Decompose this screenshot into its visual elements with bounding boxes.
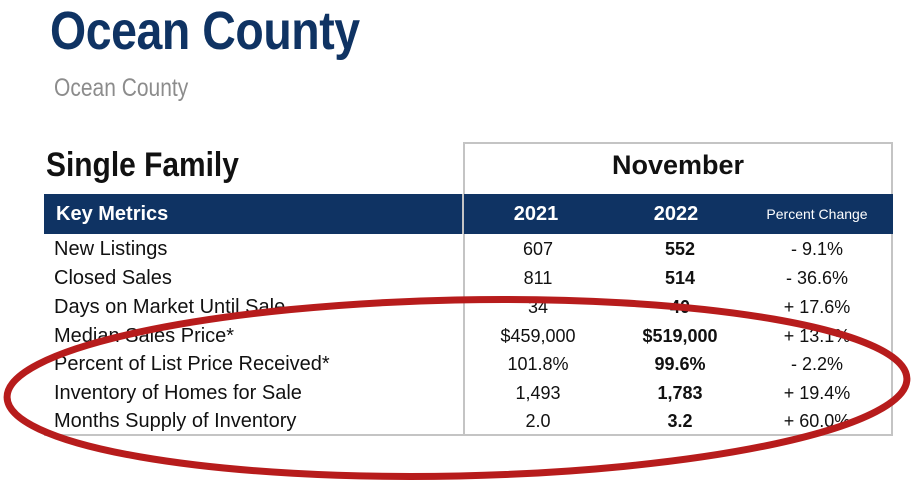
table-row: Months Supply of Inventory 2.0 3.2 + 60.… [44, 407, 893, 436]
table-row: Closed Sales 811 514 - 36.6% [44, 264, 893, 293]
year1-value: 811 [523, 268, 553, 288]
column-header-change: Percent Change [766, 206, 868, 222]
metric-label: New Listings [54, 238, 168, 260]
change-value: + 17.6% [783, 297, 851, 317]
change-value: - 2.2% [790, 354, 844, 374]
table-row: Median Sales Price* $459,000 $519,000 + … [44, 322, 893, 351]
year2-value: 1,783 [657, 383, 703, 403]
metric-label: Inventory of Homes for Sale [54, 382, 302, 404]
table-bottom-border [44, 434, 893, 436]
year1-value: 34 [527, 297, 549, 317]
table-row: Days on Market Until Sale 34 40 + 17.6% [44, 293, 893, 322]
column-header-year1: 2021 [513, 203, 559, 225]
section-title: Single Family [46, 146, 239, 184]
column-header-metric: Key Metrics [56, 203, 169, 225]
metric-label: Closed Sales [54, 267, 172, 289]
metric-label: Percent of List Price Received* [54, 353, 330, 375]
year2-value: $519,000 [642, 326, 718, 346]
period-label: November [611, 150, 745, 180]
metric-label: Months Supply of Inventory [54, 410, 297, 432]
table-header [44, 194, 893, 234]
header-divider [462, 194, 464, 234]
year1-value: 2.0 [525, 411, 551, 431]
metric-label: Days on Market Until Sale [54, 296, 286, 318]
change-value: - 36.6% [785, 268, 849, 288]
year2-value: 99.6% [654, 354, 706, 374]
year2-value: 514 [664, 268, 696, 288]
year1-value: $459,000 [500, 326, 576, 346]
page-subtitle: Ocean County [54, 74, 189, 102]
year2-value: 40 [669, 297, 691, 317]
change-value: + 19.4% [783, 383, 851, 403]
year2-value: 552 [664, 239, 696, 259]
table-row: New Listings 607 552 - 9.1% [44, 235, 893, 264]
change-value: - 9.1% [790, 239, 844, 259]
change-value: + 60.0% [783, 411, 851, 431]
metric-label: Median Sales Price* [54, 325, 235, 347]
year1-value: 101.8% [507, 354, 569, 374]
page-title: Ocean County [50, 1, 360, 61]
table-row: Percent of List Price Received* 101.8% 9… [44, 350, 893, 379]
table-row: Inventory of Homes for Sale 1,493 1,783 … [44, 379, 893, 408]
column-header-year2: 2022 [653, 203, 699, 225]
change-value: + 13.1% [783, 326, 851, 346]
year2-value: 3.2 [667, 411, 693, 431]
year1-value: 607 [522, 239, 554, 259]
year1-value: 1,493 [515, 383, 561, 403]
